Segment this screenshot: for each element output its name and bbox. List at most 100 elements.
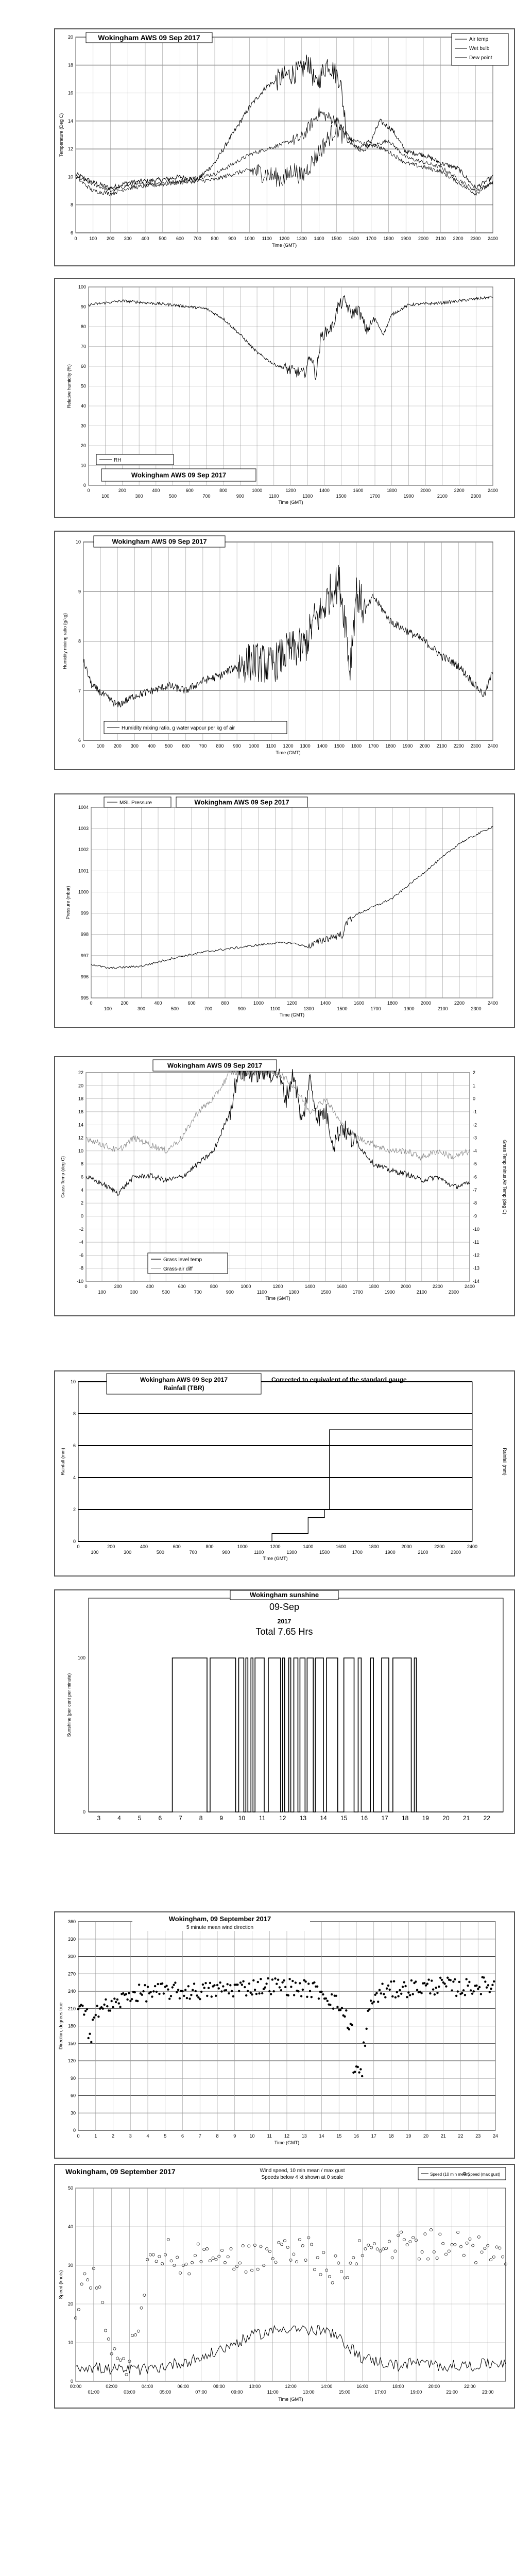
wind-direction-point	[308, 1990, 312, 1992]
x-tick-label: 1600	[351, 743, 362, 749]
y2-tick-label: 1	[473, 1083, 475, 1088]
x-tick-label: 08:00	[213, 2384, 225, 2389]
wind-direction-point	[403, 1981, 405, 1984]
x-tick-label: 2000	[421, 1001, 431, 1006]
gust-point	[357, 2239, 361, 2242]
x-tick-label: 8	[199, 1815, 203, 1822]
x-tick-label: 1500	[319, 1550, 330, 1555]
gust-point	[176, 2256, 179, 2259]
x-tick-label: 16	[354, 2133, 359, 2139]
wind-direction-point	[287, 1994, 289, 1997]
y-tick-label: 9	[78, 589, 81, 594]
wind-direction-point	[264, 1986, 266, 1989]
wind-direction-point	[81, 2005, 84, 2007]
wind-direction-point	[490, 1987, 492, 1990]
chart-title: Wokingham, 09 September 2017	[169, 1915, 271, 1923]
gust-point	[265, 2247, 269, 2250]
y-tick-label: 30	[68, 2263, 73, 2268]
wind-direction-point	[456, 1990, 459, 1993]
y-tick-label: 16	[68, 91, 73, 96]
x-tick-label: 1200	[270, 1544, 280, 1549]
wind-direction-point	[116, 1998, 119, 2001]
x-tick-label: 20:00	[428, 2384, 440, 2389]
wind-direction-point	[368, 2008, 371, 2011]
y-tick-label: 2	[81, 1200, 83, 1206]
gust-point	[250, 2268, 254, 2272]
x-tick-label: 13	[300, 1815, 307, 1822]
gust-point	[492, 2255, 495, 2259]
wind-direction-point	[146, 1986, 149, 1988]
y-tick-label: 210	[68, 2006, 76, 2011]
wind-direction-point	[329, 2004, 332, 2006]
x-tick-label: 1000	[253, 1001, 264, 1006]
legend-label: Wet bulb	[469, 46, 490, 52]
chart-date: 09-Sep	[269, 1602, 299, 1612]
y-tick-label: 14	[68, 118, 73, 124]
wind-direction-point	[484, 1980, 487, 1983]
y-tick-label: 12	[78, 1136, 83, 1141]
x-tick-label: 1300	[302, 494, 313, 499]
y-tick-label: 10	[71, 1379, 76, 1384]
x-tick-label: 1500	[321, 1290, 331, 1295]
wind-direction-point	[348, 2028, 351, 2031]
gust-point	[119, 2359, 122, 2362]
x-tick-label: 900	[236, 494, 244, 499]
wind-direction-point	[174, 1981, 177, 1984]
x-axis-label: Time (GMT)	[274, 2140, 299, 2145]
y2-tick-label: -1	[473, 1109, 477, 1114]
x-tick-label: 400	[141, 236, 149, 241]
mixing-ratio-chart: 6 7 8 9 10 0 100 200 300 400 500 600 700 800 900 1000 11…	[54, 531, 515, 770]
wind-direction-point	[90, 2041, 93, 2043]
wind-direction-point	[106, 2005, 109, 2008]
gust-point	[417, 2257, 421, 2261]
wind-direction-point	[136, 1999, 139, 2003]
y2-tick-label: -6	[473, 1175, 477, 1180]
y-tick-label: 6	[78, 738, 81, 743]
x-tick-label: 2000	[419, 743, 430, 749]
y-axis-label: Direction, degrees true	[58, 2003, 63, 2049]
x-tick-label: 1800	[369, 1544, 379, 1549]
wind-direction-point	[262, 1988, 265, 1990]
gust-point	[295, 2260, 299, 2264]
x-tick-label: 600	[186, 488, 194, 493]
x-tick-label: 8	[216, 2133, 218, 2139]
wind-direction-point	[391, 1995, 394, 1998]
x-tick-label: 18:00	[392, 2384, 404, 2389]
gust-point	[143, 2293, 146, 2297]
x-tick-label: 1200	[287, 1001, 297, 1006]
x-tick-label: 1300	[303, 1006, 314, 1011]
wind-direction-point	[139, 1992, 142, 1995]
gust-point	[346, 2276, 349, 2279]
gust-point	[444, 2252, 448, 2256]
wind-direction-point	[310, 1996, 313, 1998]
x-tick-label: 17	[381, 1815, 388, 1822]
x-tick-label: 9	[233, 2133, 236, 2139]
x-tick-label: 1400	[305, 1284, 315, 1289]
chart-title: Wokingham AWS 09 Sep 2017	[194, 799, 289, 806]
y-tick-label: 10	[81, 463, 86, 468]
y-tick-label: 1000	[78, 889, 89, 894]
x-tick-label: 800	[219, 488, 227, 493]
gust-point	[104, 2329, 107, 2332]
y-tick-label: 70	[81, 344, 86, 349]
gust-point	[110, 2352, 113, 2355]
wind-direction-point	[219, 1981, 221, 1984]
wind-direction-point	[467, 1984, 469, 1987]
wind-direction-point	[248, 1982, 251, 1985]
wind-direction-point	[362, 2041, 365, 2044]
y-tick-label: 300	[68, 1954, 76, 1959]
wind-direction-point	[204, 1982, 207, 1985]
legend-box	[418, 2167, 506, 2180]
wind-direction-point	[394, 1996, 397, 1999]
wind-direction-point	[194, 1990, 197, 1992]
gust-point	[274, 2261, 278, 2264]
wind-direction-point	[206, 1994, 209, 1997]
gust-point	[146, 2258, 149, 2261]
wind-direction-point	[361, 2075, 364, 2077]
y-tick-label: 0	[83, 483, 86, 488]
gust-point	[364, 2247, 367, 2250]
wind-direction-point	[406, 1996, 408, 1998]
wind-direction-point	[125, 1993, 127, 1995]
y-tick-label: -10	[77, 1279, 83, 1284]
x-tick-label: 5	[138, 1815, 142, 1822]
